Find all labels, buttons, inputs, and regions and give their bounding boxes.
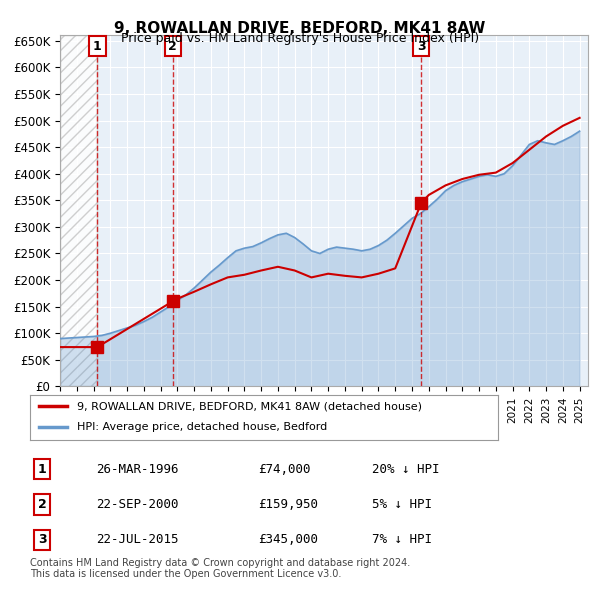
Bar bbox=[60, 35, 97, 386]
Text: HPI: Average price, detached house, Bedford: HPI: Average price, detached house, Bedf… bbox=[77, 422, 327, 432]
Text: £74,000: £74,000 bbox=[258, 463, 311, 476]
Text: 26-MAR-1996: 26-MAR-1996 bbox=[96, 463, 179, 476]
Text: 9, ROWALLAN DRIVE, BEDFORD, MK41 8AW (detached house): 9, ROWALLAN DRIVE, BEDFORD, MK41 8AW (de… bbox=[77, 401, 422, 411]
Text: 3: 3 bbox=[38, 533, 46, 546]
Bar bbox=[60, 35, 97, 386]
Text: £159,950: £159,950 bbox=[258, 498, 318, 511]
Text: 7% ↓ HPI: 7% ↓ HPI bbox=[372, 533, 432, 546]
Text: Price paid vs. HM Land Registry's House Price Index (HPI): Price paid vs. HM Land Registry's House … bbox=[121, 32, 479, 45]
Text: 1: 1 bbox=[93, 40, 102, 53]
Text: 2: 2 bbox=[168, 40, 177, 53]
Text: Contains HM Land Registry data © Crown copyright and database right 2024.
This d: Contains HM Land Registry data © Crown c… bbox=[30, 558, 410, 579]
Text: 5% ↓ HPI: 5% ↓ HPI bbox=[372, 498, 432, 511]
Text: 3: 3 bbox=[417, 40, 425, 53]
Text: 1: 1 bbox=[38, 463, 46, 476]
Text: 2: 2 bbox=[38, 498, 46, 511]
Text: 20% ↓ HPI: 20% ↓ HPI bbox=[372, 463, 439, 476]
Text: 22-JUL-2015: 22-JUL-2015 bbox=[96, 533, 179, 546]
Text: 22-SEP-2000: 22-SEP-2000 bbox=[96, 498, 179, 511]
Text: 9, ROWALLAN DRIVE, BEDFORD, MK41 8AW: 9, ROWALLAN DRIVE, BEDFORD, MK41 8AW bbox=[115, 21, 485, 35]
Text: £345,000: £345,000 bbox=[258, 533, 318, 546]
